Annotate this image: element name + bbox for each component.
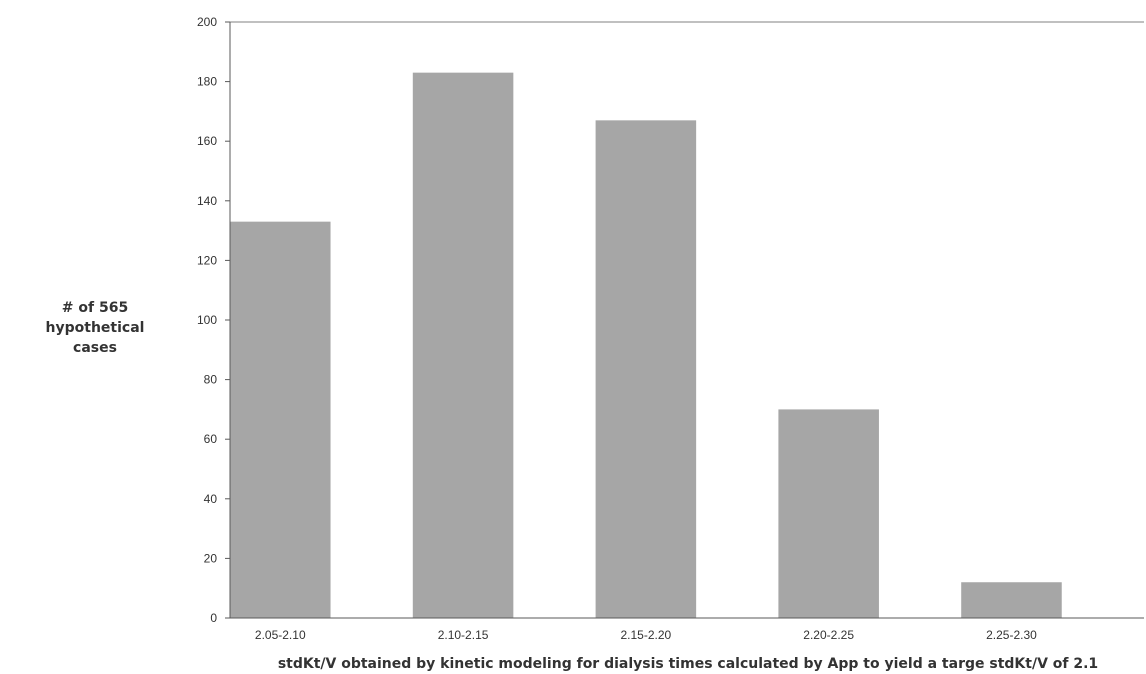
bar-2.10-2.15 (412, 72, 514, 618)
x-tick-label: 2.05-2.10 (255, 628, 306, 642)
y-tick-label: 20 (204, 551, 218, 565)
y-tick-label: 80 (204, 373, 218, 387)
y-tick-label: 200 (197, 15, 217, 29)
x-axis-ticks: 2.05-2.10 2.10-2.15 2.15-2.20 2.20-2.25 2.25… (255, 628, 1037, 642)
bar-2.20-2.25 (778, 409, 879, 618)
bars-group (230, 72, 1062, 618)
x-tick-label: 2.20-2.25 (803, 628, 854, 642)
y-axis-title: # of 565 hypothetical cases (40, 298, 150, 358)
y-tick-label: 140 (197, 194, 217, 208)
y-tick-label: 60 (204, 432, 218, 446)
y-tick-label: 40 (204, 492, 218, 506)
y-tick-label: 0 (210, 611, 217, 625)
y-axis-ticks: 0 20 40 60 80 100 120 140 160 180 200 (197, 15, 230, 625)
bar-2.05-2.10 (230, 221, 331, 618)
x-tick-label: 2.10-2.15 (438, 628, 489, 642)
y-tick-label: 100 (197, 313, 217, 327)
y-tick-label: 160 (197, 134, 217, 148)
y-tick-label: 180 (197, 75, 217, 89)
x-axis-title: stdKt/V obtained by kinetic modeling for… (278, 656, 1098, 672)
bar-2.15-2.20 (595, 120, 697, 618)
x-tick-label: 2.25-2.30 (986, 628, 1037, 642)
bar-2.25-2.30 (961, 582, 1062, 618)
y-axis-title-line: cases (73, 340, 117, 356)
y-axis-title-line: # of 565 (61, 300, 129, 316)
x-tick-label: 2.15-2.20 (621, 628, 672, 642)
y-axis-title-line: hypothetical (45, 320, 145, 336)
y-tick-label: 120 (197, 253, 217, 267)
